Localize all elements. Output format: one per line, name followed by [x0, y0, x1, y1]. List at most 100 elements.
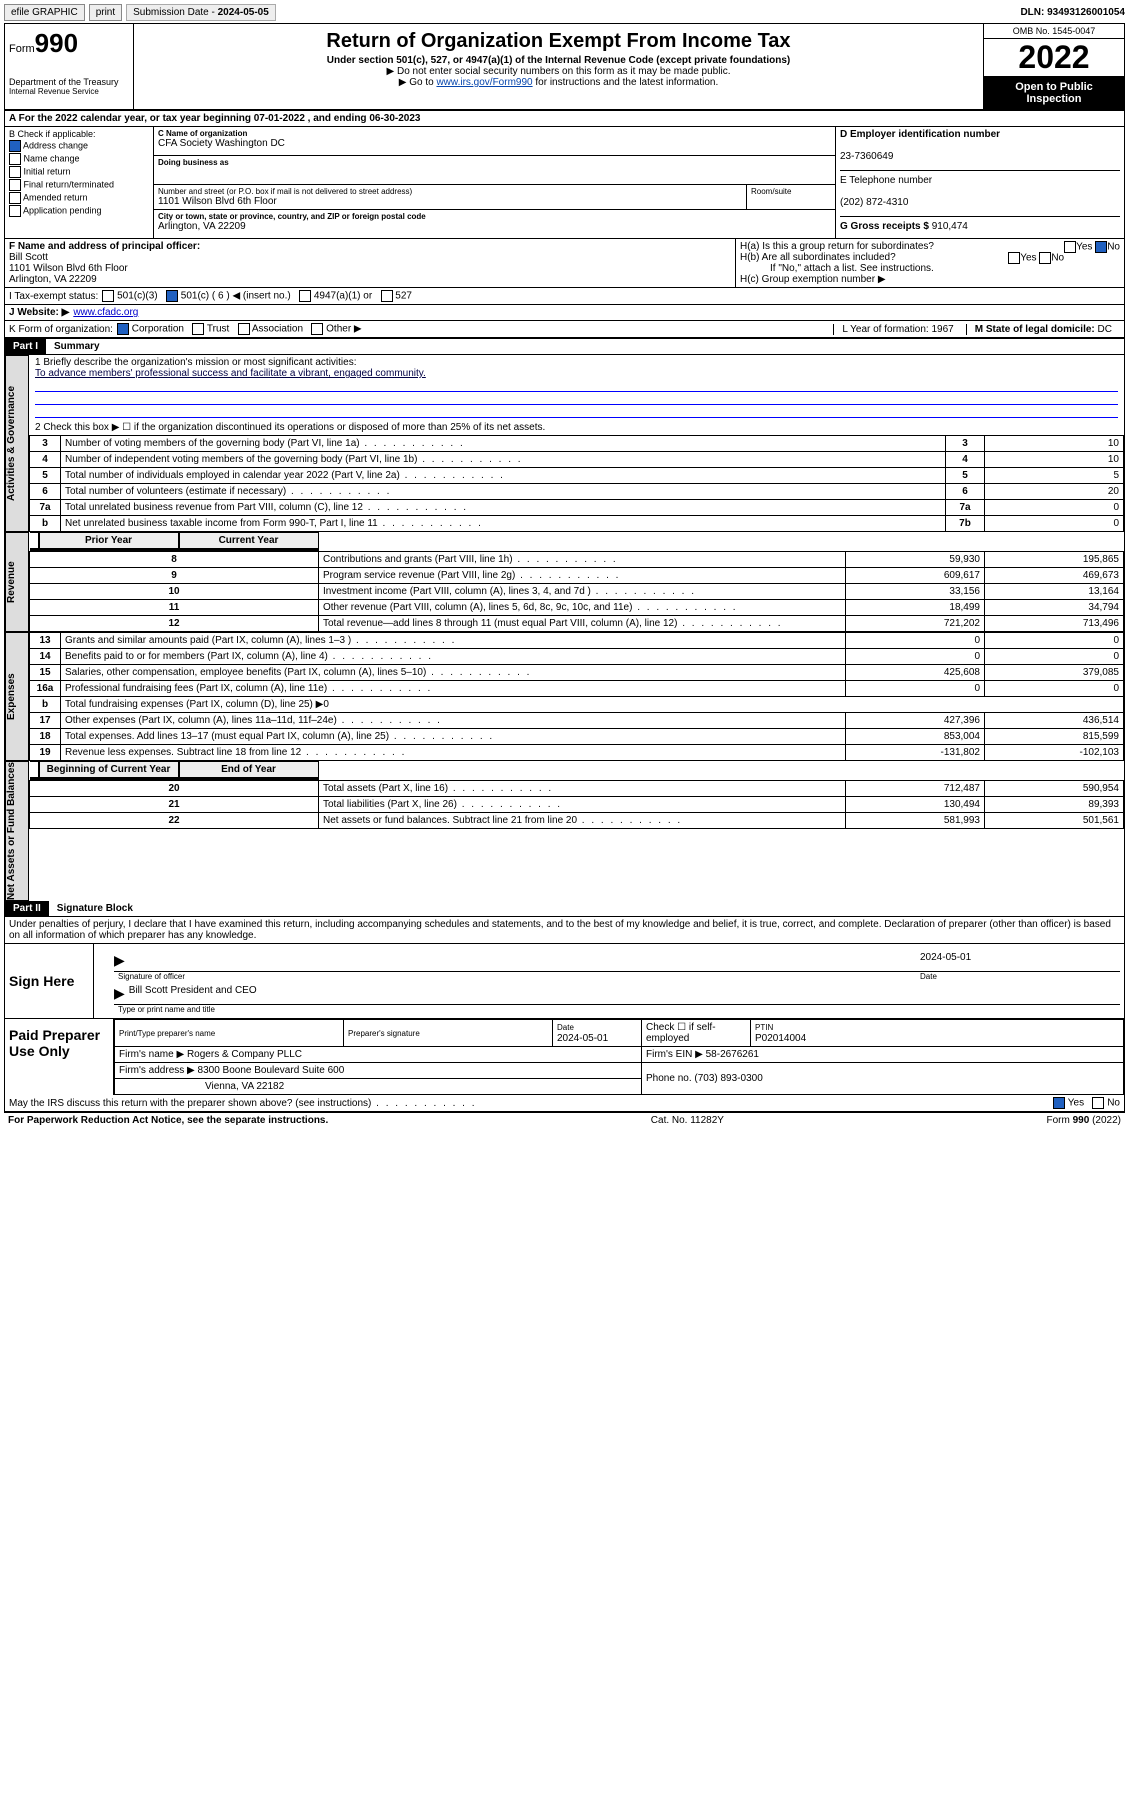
domicile-label: M State of legal domicile: [975, 324, 1098, 335]
tax-status-opt[interactable] [102, 290, 114, 302]
prep-name-label: Print/Type preparer's name [119, 1029, 215, 1038]
header-right: OMB No. 1545-0047 2022 Open to Public In… [983, 24, 1124, 109]
arrow-icon: ▶ [114, 952, 125, 969]
col-f-officer: F Name and address of principal officer:… [5, 239, 736, 287]
checkbox-name-change[interactable]: Name change [9, 153, 149, 165]
expenses-section: Expenses 13Grants and similar amounts pa… [5, 632, 1124, 761]
tax-year: 2022 [984, 39, 1124, 77]
discuss-label: May the IRS discuss this return with the… [9, 1098, 477, 1109]
firm-name-label: Firm's name ▶ [119, 1049, 187, 1060]
prep-date: 2024-05-01 [557, 1033, 608, 1044]
q2-discontinued: 2 Check this box ▶ ☐ if the organization… [29, 420, 1124, 435]
paid-preparer-label: Paid Preparer Use Only [5, 1019, 114, 1095]
room-label: Room/suite [751, 187, 831, 196]
page-footer: For Paperwork Reduction Act Notice, see … [4, 1113, 1125, 1128]
tab-revenue: Revenue [5, 532, 29, 632]
header-mid: Return of Organization Exempt From Incom… [134, 24, 983, 109]
ptin-value: P02014004 [755, 1033, 806, 1044]
firm-addr: 8300 Boone Boulevard Suite 600 [198, 1065, 345, 1076]
org-name: CFA Society Washington DC [158, 138, 831, 149]
submission-label: Submission Date - [133, 7, 217, 18]
h-b: H(b) Are all subordinates included? Yes … [740, 252, 1120, 263]
tab-net-assets: Net Assets or Fund Balances [5, 761, 29, 901]
open-inspection: Open to Public Inspection [984, 77, 1124, 109]
firm-phone-label: Phone no. [646, 1073, 694, 1084]
irs-label: Internal Revenue Service [9, 87, 129, 96]
tax-status-opt[interactable] [299, 290, 311, 302]
tax-status-opt[interactable] [381, 290, 393, 302]
topbar: efile GRAPHIC print Submission Date - 20… [4, 4, 1125, 21]
h-a: H(a) Is this a group return for subordin… [740, 241, 1120, 252]
header-left: Form990 Department of the Treasury Inter… [5, 24, 134, 109]
phone-label: E Telephone number [840, 175, 932, 186]
part1-title: Summary [46, 339, 108, 354]
submission-date-value: 2024-05-05 [218, 7, 269, 18]
prep-date-label: Date [557, 1023, 574, 1032]
form-org-opt[interactable] [238, 323, 250, 335]
header-sub2: ▶ Do not enter social security numbers o… [138, 66, 979, 77]
revenue-table: Prior YearCurrent Year8Contributions and… [29, 532, 1124, 632]
yes-label: Yes [1068, 1098, 1084, 1109]
form-org-opt[interactable] [117, 323, 129, 335]
revenue-section: Revenue Prior YearCurrent Year8Contribut… [5, 532, 1124, 632]
irs-discuss-row: May the IRS discuss this return with the… [5, 1095, 1124, 1112]
date-label: Date [920, 972, 1120, 981]
checkbox-initial-return[interactable]: Initial return [9, 166, 149, 178]
governance-section: Activities & Governance 1 Briefly descri… [5, 355, 1124, 532]
checkbox-address-change[interactable]: Address change [9, 140, 149, 152]
officer-label: F Name and address of principal officer: [9, 241, 200, 252]
tax-status-opt[interactable] [166, 290, 178, 302]
row-j-website: J Website: ▶ www.cfadc.org [5, 305, 1124, 321]
officer-name: Bill Scott [9, 252, 48, 263]
sign-here-row: Sign Here ▶ 2024-05-01 Signature of offi… [5, 944, 1124, 1019]
net-assets-section: Net Assets or Fund Balances Beginning of… [5, 761, 1124, 901]
org-name-label: C Name of organization [158, 129, 831, 138]
addr-label: Number and street (or P.O. box if mail i… [158, 187, 742, 196]
dln-label: DLN: [1020, 7, 1047, 18]
header-sub3: ▶ Go to www.irs.gov/Form990 for instruct… [138, 77, 979, 88]
footer-left: For Paperwork Reduction Act Notice, see … [8, 1115, 328, 1126]
footer-right: Form 990 (2022) [1047, 1115, 1121, 1126]
dln: DLN: 93493126001054 [1020, 7, 1125, 18]
ein-label: D Employer identification number [840, 129, 1000, 140]
domicile-value: DC [1098, 324, 1112, 335]
header-sub1: Under section 501(c), 527, or 4947(a)(1)… [138, 55, 979, 66]
self-employed-check: Check ☐ if self-employed [642, 1020, 751, 1047]
tab-governance: Activities & Governance [5, 355, 29, 532]
col-h-group: H(a) Is this a group return for subordin… [736, 239, 1124, 287]
col-b-checkboxes: B Check if applicable: Address change Na… [5, 127, 154, 238]
street-address: 1101 Wilson Blvd 6th Floor [158, 196, 742, 207]
checkbox-amended-return[interactable]: Amended return [9, 192, 149, 204]
mission-label: 1 Briefly describe the organization's mi… [35, 357, 1118, 368]
form990-link[interactable]: www.irs.gov/Form990 [436, 77, 532, 88]
col-b-title: B Check if applicable: [9, 129, 149, 139]
form-title: Return of Organization Exempt From Incom… [138, 30, 979, 53]
sign-here-label: Sign Here [5, 944, 94, 1018]
expenses-table: 13Grants and similar amounts paid (Part … [29, 632, 1124, 761]
print-button[interactable]: print [89, 4, 122, 21]
gross-label: G Gross receipts $ [840, 221, 932, 232]
col-c-org: C Name of organization CFA Society Washi… [154, 127, 836, 238]
gross-value: 910,474 [932, 221, 968, 232]
h-b-note: If "No," attach a list. See instructions… [740, 263, 1120, 274]
firm-ein: 58-2676261 [706, 1049, 759, 1060]
tax-status-label: I Tax-exempt status: [9, 291, 98, 302]
year-formation-label: L Year of formation: [842, 324, 931, 335]
checkbox-final-return-terminated[interactable]: Final return/terminated [9, 179, 149, 191]
net-assets-table: Beginning of Current YearEnd of Year20To… [29, 761, 1124, 829]
dba-label: Doing business as [158, 158, 831, 167]
omb-number: OMB No. 1545-0047 [984, 24, 1124, 39]
efile-label: efile GRAPHIC [4, 4, 85, 21]
arrow-icon: ▶ [114, 985, 125, 1002]
checkbox-application-pending[interactable]: Application pending [9, 205, 149, 217]
type-name-label: Type or print name and title [118, 1005, 1120, 1014]
form-org-opt[interactable] [311, 323, 323, 335]
part1-label: Part I [5, 339, 46, 354]
website-link[interactable]: www.cfadc.org [73, 307, 138, 318]
form-org-opt[interactable] [192, 323, 204, 335]
declaration-text: Under penalties of perjury, I declare th… [5, 917, 1124, 944]
city-value: Arlington, VA 22209 [158, 221, 831, 232]
officer-name-title: Bill Scott President and CEO [129, 985, 257, 1002]
mission-text: To advance members' professional success… [35, 368, 1118, 379]
h-c: H(c) Group exemption number ▶ [740, 274, 1120, 285]
